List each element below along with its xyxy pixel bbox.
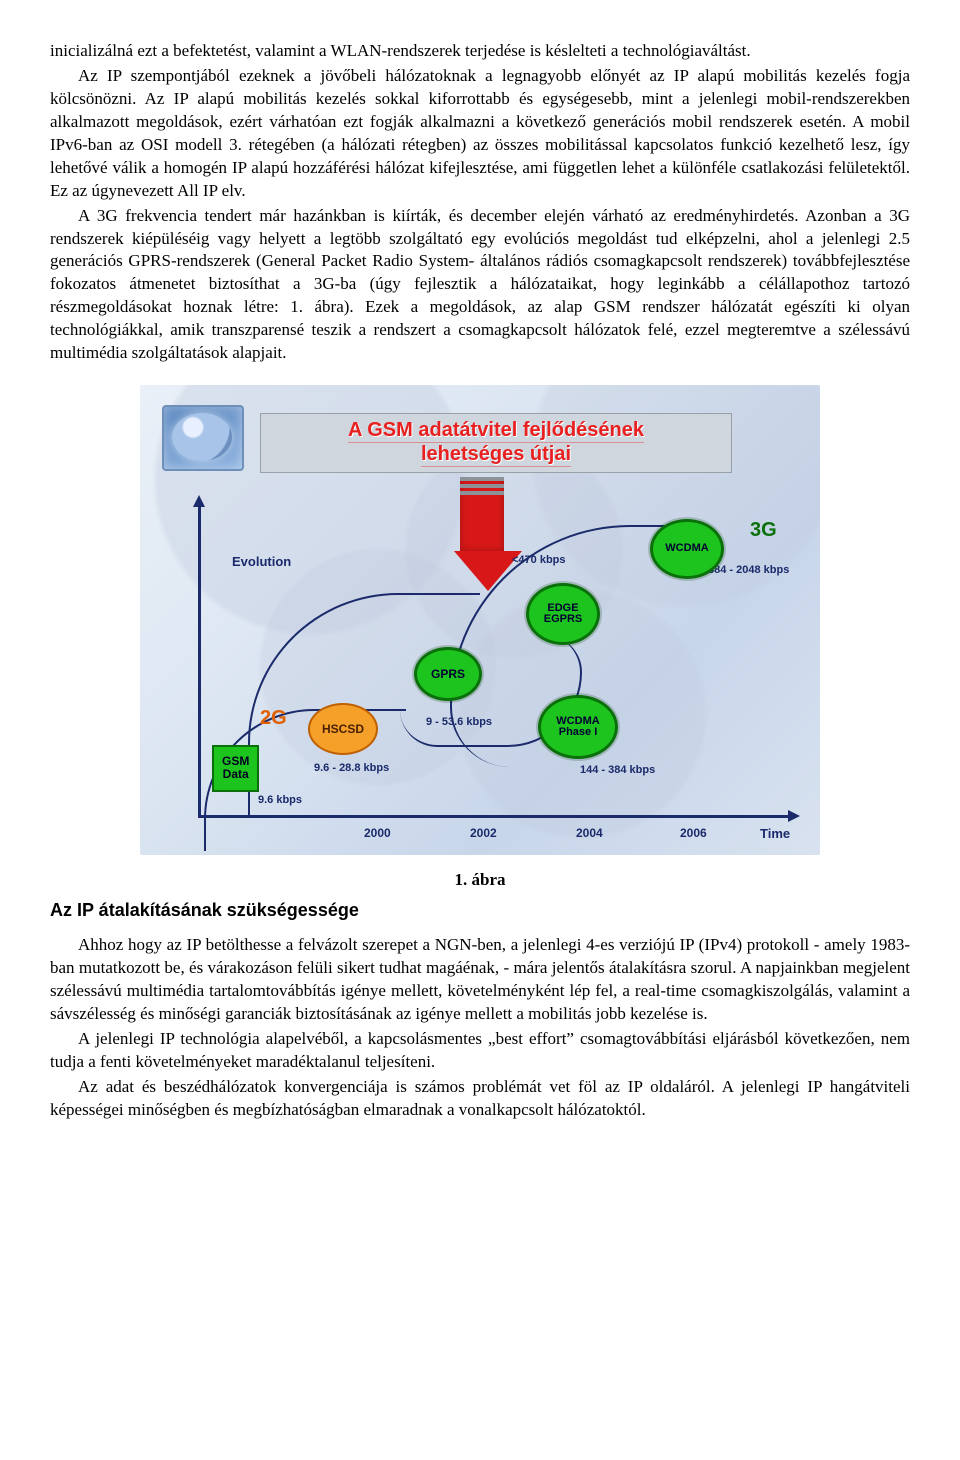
section-heading: Az IP átalakításának szükségessége [50,898,910,922]
diagram-title: A GSM adatátvitel fejlődésének lehetsége… [260,413,732,473]
node-hscsd: HSCSD [308,703,378,755]
diagram: A GSM adatátvitel fejlődésének lehetsége… [140,385,820,855]
node-label: WCDMA [665,543,708,555]
globe-icon [162,405,244,471]
rate-label: 144 - 384 kbps [580,763,655,778]
rate-label: 9.6 - 28.8 kbps [314,761,389,776]
node-gprs: GPRS [414,647,482,701]
paragraph: A 3G frekvencia tendert már hazánkban is… [50,205,910,366]
node-label: GPRS [431,668,465,681]
rate-label: <470 kbps [512,553,566,568]
axis-tick: 2002 [470,825,497,841]
node-wcdma-phase1: WCDMA Phase I [538,695,618,759]
figure-caption: 1. ábra [50,869,910,892]
paragraph: A jelenlegi IP technológia alapelvéből, … [50,1028,910,1074]
rate-label: 9.6 kbps [258,793,302,808]
axis-tick: 2006 [680,825,707,841]
g2-label: 2G [260,705,287,732]
y-axis [198,505,201,815]
evolution-label: Evolution [232,553,291,571]
rate-label: 384 - 2048 kbps [708,563,789,578]
time-label: Time [760,825,790,843]
node-label: EGPRS [544,614,583,626]
paragraph: Ahhoz hogy az IP betölthesse a felvázolt… [50,934,910,1026]
node-label: Data [222,768,249,781]
axis-tick: 2004 [576,825,603,841]
node-label: HSCSD [322,723,364,736]
figure-container: A GSM adatátvitel fejlődésének lehetsége… [140,385,820,855]
node-edge: EDGE EGPRS [526,583,600,645]
paragraph: Az adat és beszédhálózatok konvergenciáj… [50,1076,910,1122]
g3-label: 3G [750,517,777,544]
paragraph: inicializálná ezt a befektetést, valamin… [50,40,910,63]
node-gsm-data: GSM Data [212,745,259,791]
axis-tick: 2000 [364,825,391,841]
paragraph: Az IP szempontjából ezeknek a jövőbeli h… [50,65,910,203]
title-line: lehetséges útjai [421,443,571,467]
node-wcdma: WCDMA [650,519,724,579]
node-label: Phase I [559,727,598,739]
title-line: A GSM adatátvitel fejlődésének [348,419,644,443]
rate-label: 9 - 53.6 kbps [426,715,492,730]
